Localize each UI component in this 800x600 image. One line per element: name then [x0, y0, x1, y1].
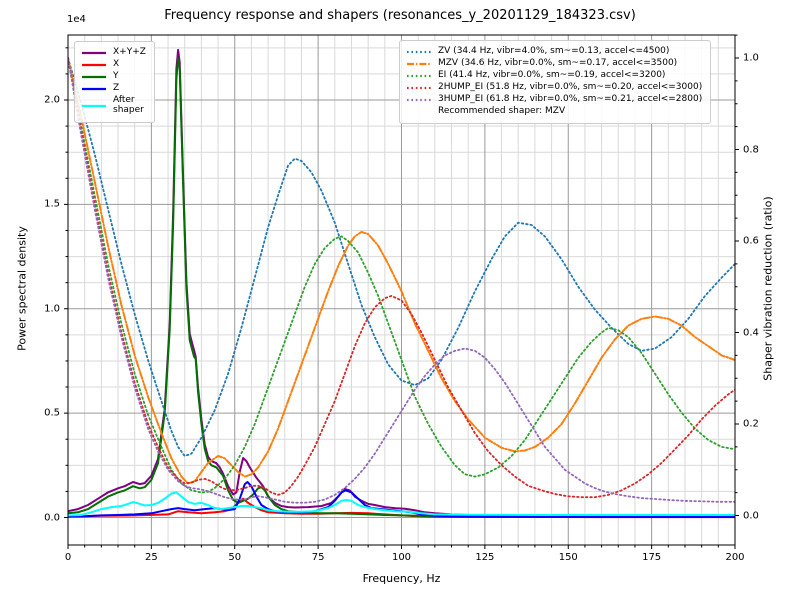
- legend-line-sample: [406, 83, 432, 93]
- legend-line-sample: [406, 59, 432, 69]
- legend-item-3hump-ei-label: 3HUMP_EI (61.8 Hz, vibr=0.0%, sm~=0.21, …: [438, 94, 703, 105]
- y-right-tick-label: 0.4: [743, 327, 759, 338]
- legend-item-after-shaper-label: After shaper: [113, 95, 144, 115]
- x-tick-label: 0: [64, 552, 72, 563]
- y-axis-label-left: Power spectral density: [15, 226, 29, 351]
- legend-item-3hump-ei: 3HUMP_EI (61.8 Hz, vibr=0.0%, sm~=0.21, …: [406, 94, 703, 105]
- legend-item-ei: EI (41.4 Hz, vibr=0.0%, sm~=0.19, accel<…: [406, 70, 702, 81]
- series-ei: [68, 57, 735, 494]
- legend-psd: X+Y+Z X Y Z After shaper: [74, 41, 155, 123]
- x-tick-label: 200: [725, 552, 745, 563]
- y-right-tick-label: 0.2: [743, 418, 759, 430]
- y-right-tick-label: 0.6: [743, 235, 759, 247]
- legend-item-x: X: [81, 59, 146, 70]
- legend-line-sample: [81, 84, 107, 94]
- legend-item-mzv-label: MZV (34.6 Hz, vibr=0.0%, sm~=0.17, accel…: [438, 58, 678, 69]
- y-left-tick-label: 0.5: [44, 407, 60, 419]
- x-tick-label: 75: [311, 552, 325, 563]
- legend-line-sample: [81, 48, 107, 58]
- x-tick-label: 125: [475, 552, 495, 563]
- legend-item-ei-label: EI (41.4 Hz, vibr=0.0%, sm~=0.19, accel<…: [438, 70, 666, 81]
- y-left-tick-label: 2.0: [44, 94, 60, 106]
- y-left-tick-label: 1.5: [44, 198, 60, 210]
- legend-line-sample: [406, 47, 432, 57]
- legend-item-x-label: X: [113, 59, 120, 70]
- legend-line-sample: [81, 60, 107, 70]
- legend-item-zv-label: ZV (34.4 Hz, vibr=4.0%, sm~=0.13, accel<…: [438, 46, 670, 57]
- legend-line-sample: [406, 71, 432, 81]
- y-right-tick-label: 0.0: [743, 510, 759, 521]
- legend-line-sample: [406, 95, 432, 105]
- y-axis-label-right: Shaper vibration reduction (ratio): [761, 196, 775, 381]
- y-right-tick-label: 0.8: [743, 144, 759, 155]
- x-axis-label: Frequency, Hz: [362, 572, 441, 585]
- legend-item-after-shaper: After shaper: [81, 95, 146, 116]
- y-axis-offset-label: 1e4: [67, 14, 86, 25]
- series-after-shaper: [68, 491, 735, 517]
- tick-marks: [64, 34, 739, 549]
- legend-item-2hump-ei: 2HUMP_EI (51.8 Hz, vibr=0.0%, sm~=0.20, …: [406, 82, 703, 93]
- series-3hump-ei: [68, 57, 735, 504]
- legend-item-y: Y: [81, 71, 146, 82]
- recommended-shaper-note: Recommended shaper: MZV: [438, 106, 566, 116]
- series-zv: [68, 57, 735, 457]
- legend-shapers: ZV (34.4 Hz, vibr=4.0%, sm~=0.13, accel<…: [399, 40, 712, 124]
- y-left-tick-label: 0.0: [44, 512, 60, 523]
- x-tick-label: 100: [391, 552, 412, 563]
- series-y: [68, 57, 735, 518]
- series-2hump-ei: [68, 57, 735, 499]
- y-left-tick-label: 1.0: [44, 303, 60, 315]
- x-tick-label: 25: [145, 552, 158, 563]
- chart-title: Frequency response and shapers (resonanc…: [164, 8, 636, 23]
- legend-item-2hump-ei-label: 2HUMP_EI (51.8 Hz, vibr=0.0%, sm~=0.20, …: [438, 82, 703, 93]
- legend-line-sample: [81, 72, 107, 82]
- legend-item-zv: ZV (34.4 Hz, vibr=4.0%, sm~=0.13, accel<…: [406, 46, 702, 57]
- x-tick-label: 175: [642, 552, 662, 563]
- legend-item-y-label: Y: [113, 71, 119, 82]
- legend-item-mzv: MZV (34.6 Hz, vibr=0.0%, sm~=0.17, accel…: [406, 58, 702, 69]
- legend-item-x-y-z: X+Y+Z: [81, 47, 146, 58]
- x-tick-label: 150: [558, 552, 578, 563]
- series-lines: [68, 48, 735, 519]
- legend-item-x-y-z-label: X+Y+Z: [113, 47, 146, 58]
- y-right-tick-label: 1.0: [743, 52, 759, 64]
- legend-item-z-label: Z: [113, 83, 120, 94]
- legend-line-sample: [81, 101, 107, 111]
- x-tick-label: 50: [228, 552, 242, 563]
- legend-item-z: Z: [81, 83, 146, 94]
